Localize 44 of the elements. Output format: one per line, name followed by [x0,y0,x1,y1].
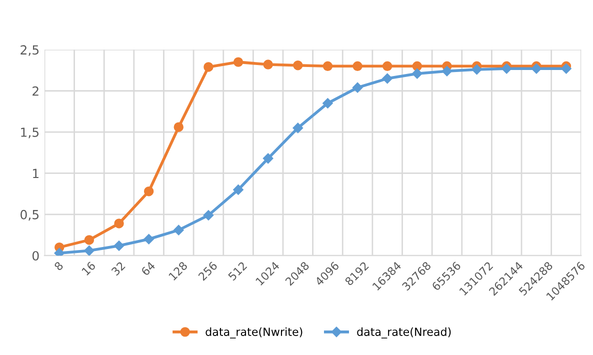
point [531,64,542,74]
point [114,240,124,251]
point [54,248,64,256]
point [322,98,333,108]
point [233,184,244,195]
point [292,122,304,134]
point [233,57,244,67]
y-tick-label: 0,5 [20,210,39,221]
point [352,82,363,93]
point [442,66,452,76]
point [204,62,214,72]
point [412,68,422,79]
point [501,64,512,74]
legend-label: data_rate(Nwrite) [206,327,302,338]
point [293,60,303,70]
point [263,60,273,70]
point [174,224,184,236]
point [561,64,572,74]
x-tick-label: 512 [228,261,248,281]
point [412,61,422,72]
y-tick-label: 1 [33,168,38,178]
point [144,186,154,196]
point [84,235,94,245]
point [84,246,94,256]
point [262,153,274,164]
point [203,210,214,220]
point [174,122,184,132]
point [114,218,124,228]
point [352,61,362,72]
y-tick-label: 1,5 [21,128,39,138]
point [322,61,333,72]
point [144,234,154,244]
y-tick-label: 2 [32,86,38,96]
x-tick-label: 8 [54,261,64,272]
point [382,61,392,72]
x-tick-label: 128 [168,261,188,281]
legend-label: data_rate(Nread) [357,327,451,338]
x-tick-label: 32 [110,261,126,276]
x-tick-label: 64 [140,261,156,276]
point [382,73,392,84]
y-tick-label: 2,5 [20,45,39,56]
point [472,64,482,75]
x-tick-label: 16 [81,261,96,276]
y-tick-label: 0 [32,251,39,261]
